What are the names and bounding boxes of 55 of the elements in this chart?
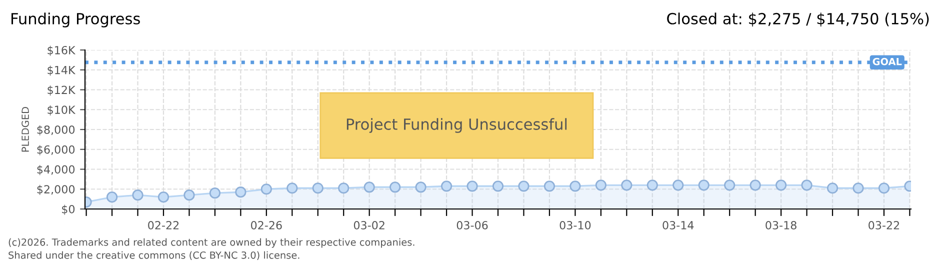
x-tick-label: 03-18 (766, 221, 796, 230)
x-tick-label: 03-14 (662, 221, 694, 230)
point (209, 188, 221, 199)
ref-line-label: GOAL (872, 58, 902, 66)
point (106, 192, 118, 203)
point (338, 182, 350, 194)
x-tick-label: 02-22 (148, 221, 179, 230)
point (260, 184, 272, 195)
point (775, 180, 787, 191)
y-tick-label: $0 (62, 204, 75, 215)
point (440, 180, 452, 192)
x-tick-label: 03-22 (868, 221, 900, 230)
y-axis-title: PLEDGED (22, 107, 29, 152)
text: (c)2026. Trademarks and related content are owned by their respective companies. (8, 238, 414, 248)
x-tick-label: 02-26 (251, 221, 282, 230)
point (132, 190, 144, 201)
point (390, 182, 401, 193)
point (415, 182, 426, 193)
x-tick-label: 03-06 (456, 221, 488, 230)
point (852, 182, 864, 194)
y-tick-label: $10K (48, 105, 76, 116)
point (466, 180, 478, 192)
point (595, 180, 606, 191)
y-tick-label: $12K (48, 86, 76, 96)
point (826, 182, 838, 194)
y-tick-label: $6,000 (37, 145, 75, 156)
point (184, 190, 195, 201)
point (312, 182, 324, 194)
y-tick-label: $4,000 (37, 165, 75, 176)
point (621, 180, 632, 191)
x-tick-label: 03-10 (560, 221, 591, 230)
point (518, 180, 530, 192)
point (750, 180, 761, 191)
point (286, 182, 298, 194)
y-tick-label: $16K (48, 46, 76, 56)
point (801, 180, 812, 191)
point (672, 180, 684, 191)
point (544, 180, 556, 192)
chart-title: Funding Progress (12, 12, 140, 28)
point (646, 180, 658, 191)
x-tick-label: 03-02 (354, 221, 384, 230)
text: Shared under the creative commons (CC BY-NC 3.0) license. (8, 251, 300, 260)
chart-subtitle: Closed at: $2,275 / $14,750 (15%) (667, 12, 929, 26)
y-tick-label: $2,000 (37, 184, 75, 195)
point (492, 180, 504, 192)
point (235, 186, 246, 198)
y-tick-label: $8,000 (37, 125, 75, 136)
point (570, 180, 581, 192)
point (724, 180, 736, 191)
point (364, 182, 375, 193)
point (878, 182, 890, 194)
y-tick-label: $14K (48, 66, 76, 76)
point (698, 180, 710, 191)
annotation: Project Funding Unsuccessful (346, 118, 567, 133)
point (158, 192, 170, 203)
